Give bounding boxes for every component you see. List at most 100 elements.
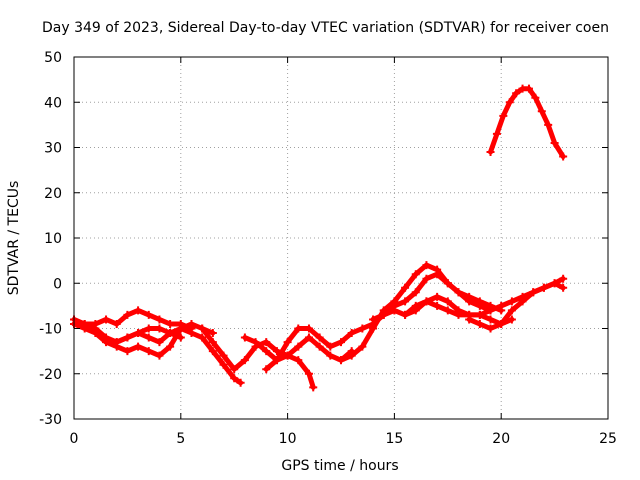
- data-point: [433, 292, 442, 301]
- data-point: [80, 319, 89, 328]
- data-point: [176, 333, 185, 342]
- data-point: [112, 338, 121, 347]
- tick-layer: 0 5 10 15 20 25 -30 -20 -10 0 10 20 30 40 50: [39, 50, 617, 447]
- data-point: [507, 297, 516, 306]
- data-point: [492, 129, 501, 138]
- x-tick-label: 10: [279, 431, 297, 447]
- data-point: [208, 338, 217, 347]
- data-point: [550, 138, 559, 147]
- y-axis-label: SDTVAR / TECUs: [6, 181, 22, 296]
- data-point: [187, 324, 196, 333]
- data-point: [304, 369, 313, 378]
- data-point: [379, 310, 388, 319]
- data-point: [401, 297, 410, 306]
- series-sat-m: [486, 84, 568, 161]
- data-point: [497, 319, 506, 328]
- data-point: [315, 333, 324, 342]
- data-point: [390, 306, 399, 315]
- x-tick-label: 15: [385, 431, 403, 447]
- data-point: [422, 274, 431, 283]
- data-point: [550, 279, 559, 288]
- data-point: [198, 333, 207, 342]
- data-point: [166, 319, 175, 328]
- data-point: [219, 360, 228, 369]
- data-point: [134, 342, 143, 351]
- data-point: [411, 301, 420, 310]
- data-point: [198, 324, 207, 333]
- data-point: [443, 306, 452, 315]
- data-point: [524, 84, 533, 93]
- data-point: [347, 351, 356, 360]
- data-point: [134, 329, 143, 338]
- data-point: [559, 283, 568, 292]
- data-point: [91, 319, 100, 328]
- data-point: [144, 347, 153, 356]
- series-line: [466, 280, 566, 331]
- data-point: [559, 152, 568, 161]
- data-point: [507, 315, 516, 324]
- data-point: [272, 356, 281, 365]
- data-point: [337, 338, 345, 347]
- data-point: [507, 306, 516, 315]
- data-point: [497, 301, 506, 310]
- data-point: [304, 333, 313, 342]
- data-point: [337, 356, 345, 365]
- data-point: [166, 342, 175, 351]
- data-point: [219, 351, 228, 360]
- series-sat-l: [465, 279, 568, 333]
- data-point: [155, 315, 164, 324]
- data-point: [401, 310, 410, 319]
- y-tick-label: -10: [39, 322, 62, 338]
- data-point: [134, 306, 143, 315]
- data-point: [369, 315, 378, 324]
- y-tick-label: 0: [53, 276, 62, 292]
- x-tick-label: 0: [70, 431, 79, 447]
- data-point: [433, 301, 442, 310]
- data-point: [518, 297, 527, 306]
- data-point: [443, 297, 452, 306]
- y-tick-label: 10: [44, 231, 62, 247]
- data-point: [315, 342, 324, 351]
- x-tick-label: 20: [492, 431, 510, 447]
- data-point: [240, 356, 249, 365]
- data-point: [294, 342, 303, 351]
- data-point: [326, 351, 335, 360]
- chart-title: Day 349 of 2023, Sidereal Day-to-day VTE…: [42, 20, 609, 36]
- data-point: [411, 270, 420, 279]
- data-point: [454, 288, 463, 297]
- data-point: [176, 319, 185, 328]
- data-point: [512, 89, 521, 98]
- data-point: [283, 338, 292, 347]
- data-point: [475, 319, 484, 328]
- data-point: [155, 351, 164, 360]
- data-point: [309, 383, 318, 392]
- data-point: [144, 333, 153, 342]
- data-point: [486, 324, 495, 333]
- data-point: [433, 270, 442, 279]
- data-point: [294, 356, 303, 365]
- data-point: [454, 310, 463, 319]
- data-point: [230, 374, 239, 383]
- data-point: [208, 347, 217, 356]
- data-point: [369, 324, 378, 333]
- data-point: [539, 283, 548, 292]
- data-point: [559, 274, 568, 283]
- y-tick-label: 20: [44, 186, 62, 202]
- data-point: [230, 365, 239, 374]
- y-tick-label: 30: [44, 141, 62, 157]
- data-point: [144, 324, 153, 333]
- data-point: [102, 315, 111, 324]
- data-point: [236, 378, 245, 387]
- data-point: [544, 120, 553, 129]
- data-point: [347, 329, 356, 338]
- data-point: [443, 279, 452, 288]
- data-point: [499, 111, 508, 120]
- data-point: [123, 310, 132, 319]
- data-point: [144, 310, 153, 319]
- data-point: [262, 347, 271, 356]
- series-layer: [70, 84, 568, 392]
- data-point: [358, 342, 367, 351]
- data-point: [208, 329, 217, 338]
